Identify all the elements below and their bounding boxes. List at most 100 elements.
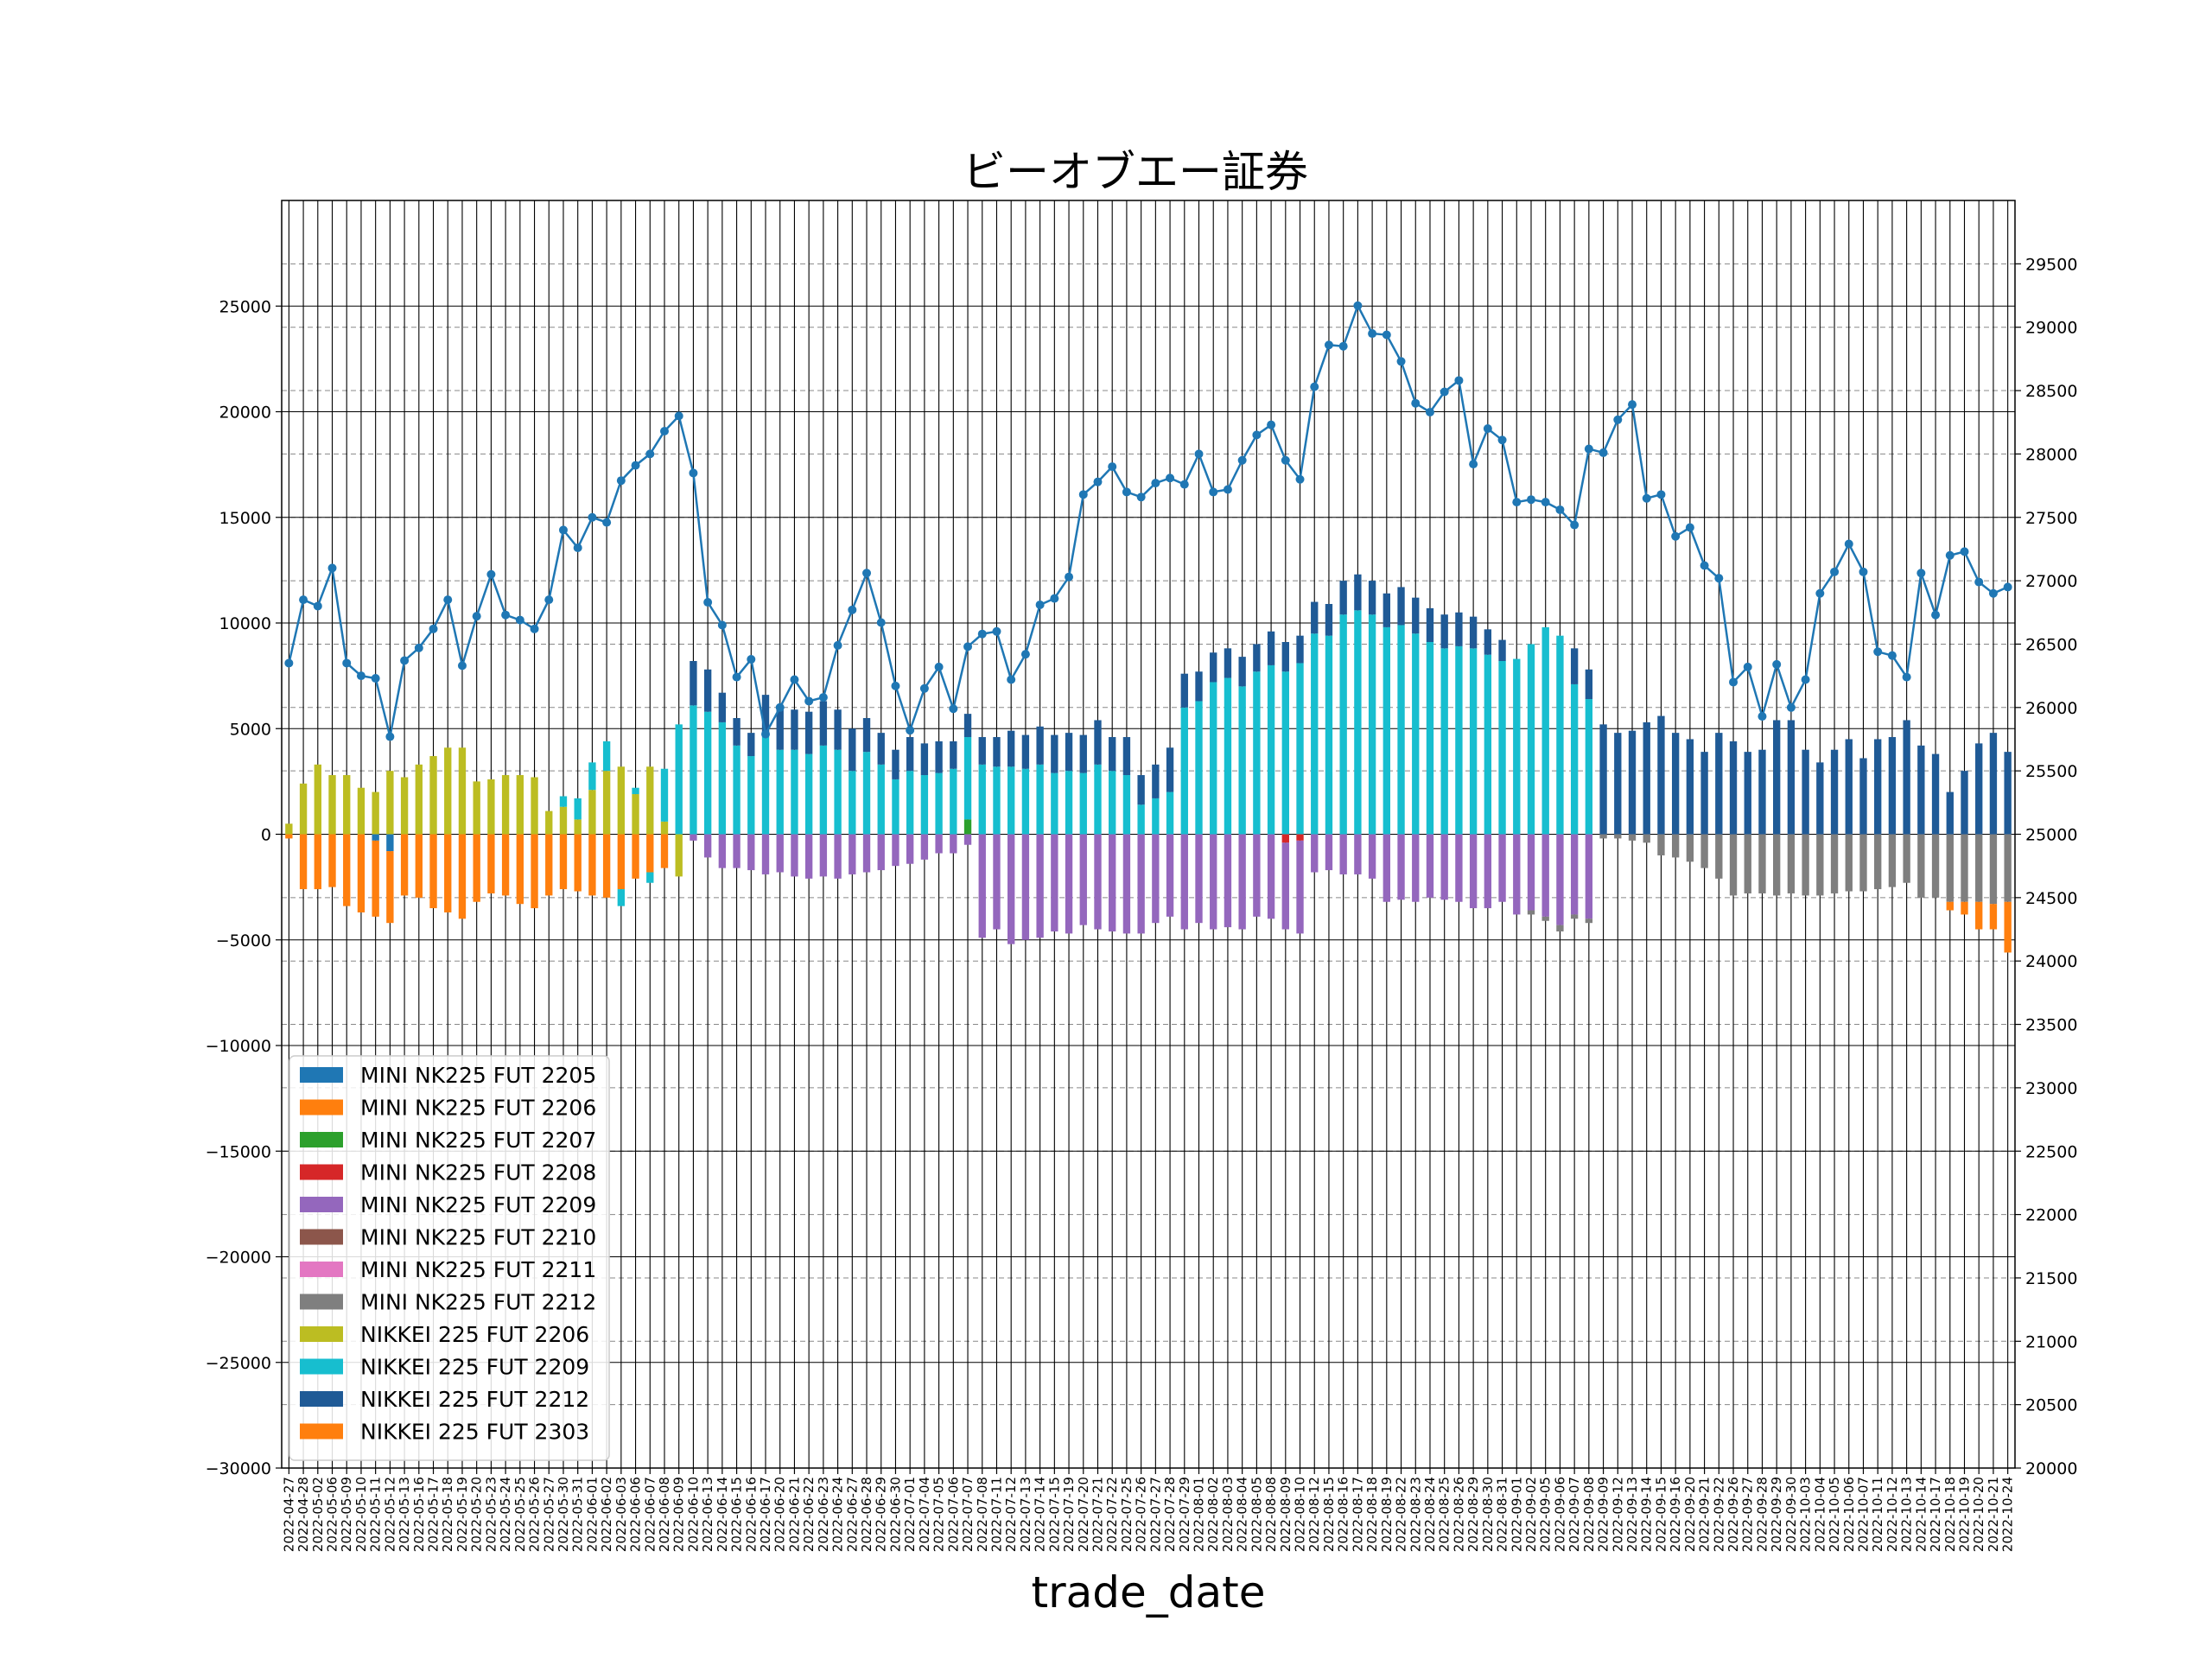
bar-segment [1137,775,1145,805]
line-point [1671,531,1681,541]
x-tick-label: 2022-05-26 [527,1477,543,1552]
bar-segment [1643,834,1650,843]
bar-segment [703,669,712,712]
bar-segment [1570,683,1579,835]
bar-segment [950,768,957,835]
bar-segment [1281,842,1289,930]
bar-segment [1758,749,1766,835]
bar-segment [1238,686,1246,835]
x-tick-label: 2022-06-06 [628,1477,644,1552]
bar-segment [328,834,336,887]
bar-segment [1440,648,1448,835]
x-tick-label: 2022-07-19 [1061,1477,1077,1552]
bar-segment [1946,834,1954,902]
bar-segment [1556,834,1564,925]
line-point [761,729,771,739]
x-tick-label: 2022-10-04 [1812,1477,1827,1552]
x-tick-label: 2022-08-08 [1263,1477,1279,1552]
bar-segment [1469,648,1478,835]
legend-label: MINI NK225 FUT 2207 [360,1128,596,1153]
bar-segment [2004,901,2012,953]
bar-segment [632,834,639,879]
line-point [1194,449,1204,459]
bar-segment [646,834,654,873]
line-point [501,610,511,620]
bar-segment [1195,701,1203,835]
bar-segment [1021,768,1030,835]
x-tick-label: 2022-10-17 [1928,1477,1943,1552]
bar-segment [1224,677,1232,835]
x-tick-label: 2022-05-16 [411,1477,427,1552]
x-tick-label: 2022-08-09 [1278,1477,1294,1552]
legend-label: MINI NK225 FUT 2211 [360,1257,596,1282]
line-point [1396,357,1406,366]
bar-segment [1267,664,1275,835]
bar-segment [1122,737,1131,776]
x-tick-label: 2022-10-18 [1942,1477,1958,1552]
bar-segment [372,791,379,835]
bar-segment [1195,671,1203,702]
bar-segment [1382,834,1391,902]
bar-segment [1498,639,1506,662]
bar-segment [1830,749,1839,835]
line-point [1815,588,1825,598]
bar-segment [1989,904,1998,930]
x-tick-label: 2022-08-12 [1306,1477,1322,1552]
bar-segment [1657,834,1665,855]
x-tick-label: 2022-09-02 [1523,1477,1539,1552]
bar-segment [1253,671,1261,835]
bar-segment [1729,834,1738,896]
line-point [775,702,785,712]
bar-segment [1296,840,1304,934]
x-tick-label: 2022-06-16 [743,1477,759,1552]
legend-swatch [300,1132,343,1147]
bar-segment [415,764,423,835]
x-tick-label: 2022-09-22 [1711,1477,1726,1552]
line-point [429,624,438,633]
bar-segment [1816,762,1824,835]
bar-segment [1961,834,1968,902]
bar-segment [1469,834,1478,909]
line-point [327,563,337,573]
line-point [588,512,597,522]
x-tick-label: 2022-08-10 [1293,1477,1308,1552]
line-point [804,696,814,706]
bar-segment [501,775,510,835]
bar-segment [834,749,842,835]
bar-segment [1180,707,1188,835]
x-tick-label: 2022-06-07 [642,1477,658,1552]
line-point [356,671,365,681]
bar-segment [718,692,727,722]
x-tick-label: 2022-09-26 [1726,1477,1741,1552]
legend: MINI NK225 FUT 2205 MINI NK225 FUT 2206 MI… [289,1055,610,1461]
bar-segment [906,834,914,864]
bar-segment [1109,771,1116,835]
bar-segment [1079,734,1087,773]
y-tick-label: 0 [261,826,271,845]
line-point [414,643,423,652]
x-tick-label: 2022-07-06 [945,1477,961,1552]
bar-segment [804,834,813,879]
bar-segment [1628,730,1637,835]
bar-segment [1440,834,1448,900]
bar-segment [1585,834,1593,919]
bar-segment [646,766,654,835]
y2-tick-label: 28500 [2025,382,2077,401]
legend-label: MINI NK225 FUT 2206 [360,1096,596,1121]
bar-segment [1845,739,1853,835]
legend-swatch [300,1164,343,1180]
bar-segment [1281,642,1289,672]
bar-segment [1397,834,1405,900]
bar-segment [458,834,467,919]
y2-tick-label: 24000 [2025,952,2077,971]
line-point [1469,460,1478,469]
x-tick-label: 2022-08-26 [1451,1477,1466,1552]
bar-segment [1498,661,1506,835]
y2-tick-label: 27500 [2025,509,2077,528]
bar-segment [285,823,293,835]
bar-segment [1787,720,1796,835]
bar-segment [950,741,957,769]
bar-segment [372,840,379,917]
bar-segment [1122,775,1131,835]
line-point [1974,577,1984,587]
